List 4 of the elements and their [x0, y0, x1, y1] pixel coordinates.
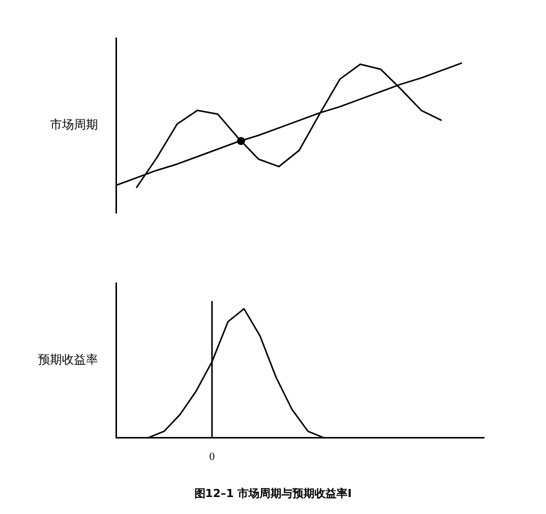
- text: 0: [209, 451, 216, 464]
- y-axis-title: 预期收益率: [38, 352, 98, 367]
- y-axis-title: 市场周期: [50, 118, 98, 132]
- caption: 图12–1 市场周期与预期收益率I: [193, 486, 353, 501]
